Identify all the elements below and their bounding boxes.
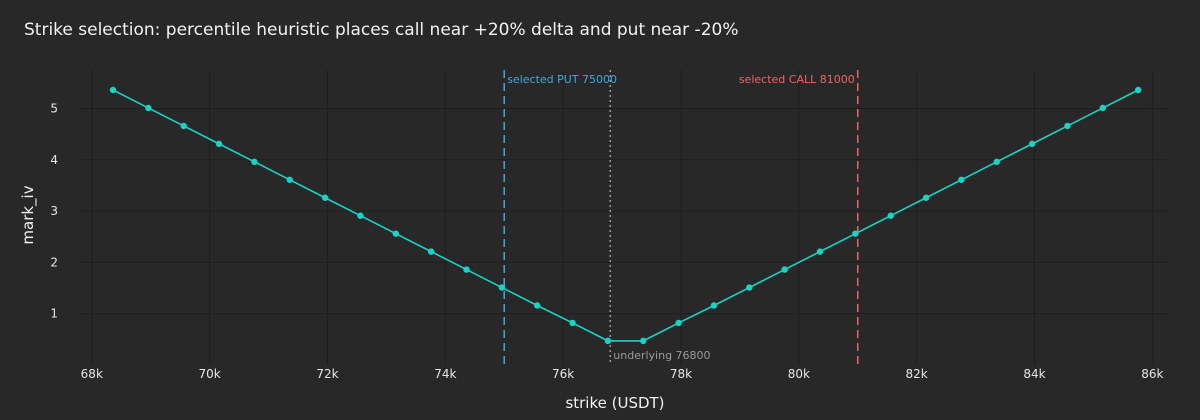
tick-labels: 68k 70k 72k 74k 76k 78k 80k 82k 84k 86k 1 2 3 4 5 (50, 101, 1163, 381)
series-line (112, 89, 1139, 342)
data-point (569, 319, 576, 327)
reference-line-label: selected CALL 81000 (739, 73, 855, 86)
data-point (746, 284, 753, 291)
x-tick-label: 74k (434, 367, 456, 381)
data-point (958, 176, 965, 183)
y-tick-label: 2 (50, 255, 58, 269)
data-point (357, 212, 364, 219)
data-point (922, 194, 930, 201)
data-point (816, 248, 824, 255)
data-point (498, 284, 506, 291)
data-point (781, 266, 788, 273)
data-point (321, 194, 329, 201)
y-tick-label: 4 (50, 153, 58, 167)
series-layer (109, 86, 1142, 345)
data-point (534, 302, 541, 309)
data-point (710, 302, 718, 309)
x-tick-label: 80k (788, 367, 810, 381)
data-point (427, 248, 435, 255)
data-point (852, 230, 859, 237)
data-point (215, 140, 223, 148)
data-point (887, 212, 894, 219)
reference-line-label: selected PUT 75000 (507, 73, 617, 86)
data-point (109, 86, 117, 94)
y-tick-label: 3 (50, 204, 58, 218)
data-point (993, 158, 1000, 166)
data-point (1134, 86, 1142, 94)
x-tick-label: 68k (81, 367, 103, 381)
x-tick-label: 86k (1141, 367, 1163, 381)
data-point (675, 319, 682, 327)
x-tick-label: 84k (1023, 367, 1045, 381)
chart-title: Strike selection: percentile heuristic p… (24, 20, 738, 40)
data-point (392, 230, 400, 237)
grid-layer (80, 70, 1170, 365)
y-axis-title: mark_iv (19, 185, 38, 244)
data-point (145, 104, 152, 112)
data-point (1099, 104, 1107, 112)
x-tick-label: 76k (552, 367, 574, 381)
data-point (1028, 140, 1036, 148)
reference-line-label: underlying 76800 (613, 349, 710, 362)
data-point (463, 266, 470, 273)
reference-lines: selected PUT 75000 underlying 76800 select… (503, 70, 859, 365)
data-point (180, 122, 187, 130)
x-tick-label: 82k (906, 367, 928, 381)
data-point (286, 176, 293, 183)
data-point (1064, 122, 1071, 130)
data-point (604, 337, 612, 345)
y-tick-label: 5 (50, 101, 58, 115)
x-tick-label: 72k (316, 367, 338, 381)
x-tick-label: 70k (199, 367, 221, 381)
x-tick-label: 78k (670, 367, 692, 381)
x-axis-title: strike (USDT) (565, 394, 664, 412)
data-point (251, 158, 258, 166)
y-tick-label: 1 (50, 307, 58, 321)
data-point (640, 337, 647, 345)
